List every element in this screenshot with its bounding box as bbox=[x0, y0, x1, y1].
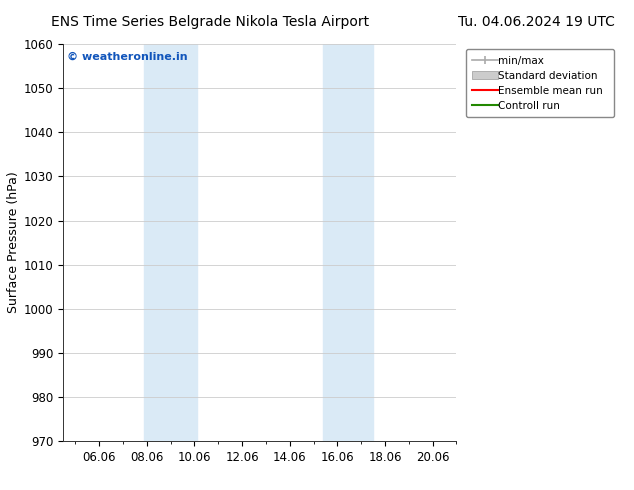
Y-axis label: Surface Pressure (hPa): Surface Pressure (hPa) bbox=[7, 172, 20, 314]
Bar bbox=[145, 44, 197, 441]
Text: Tu. 04.06.2024 19 UTC: Tu. 04.06.2024 19 UTC bbox=[458, 15, 615, 29]
Text: ENS Time Series Belgrade Nikola Tesla Airport: ENS Time Series Belgrade Nikola Tesla Ai… bbox=[51, 15, 369, 29]
Legend: min/max, Standard deviation, Ensemble mean run, Controll run: min/max, Standard deviation, Ensemble me… bbox=[465, 49, 614, 118]
Bar bbox=[323, 44, 373, 441]
Text: © weatheronline.in: © weatheronline.in bbox=[67, 52, 188, 62]
